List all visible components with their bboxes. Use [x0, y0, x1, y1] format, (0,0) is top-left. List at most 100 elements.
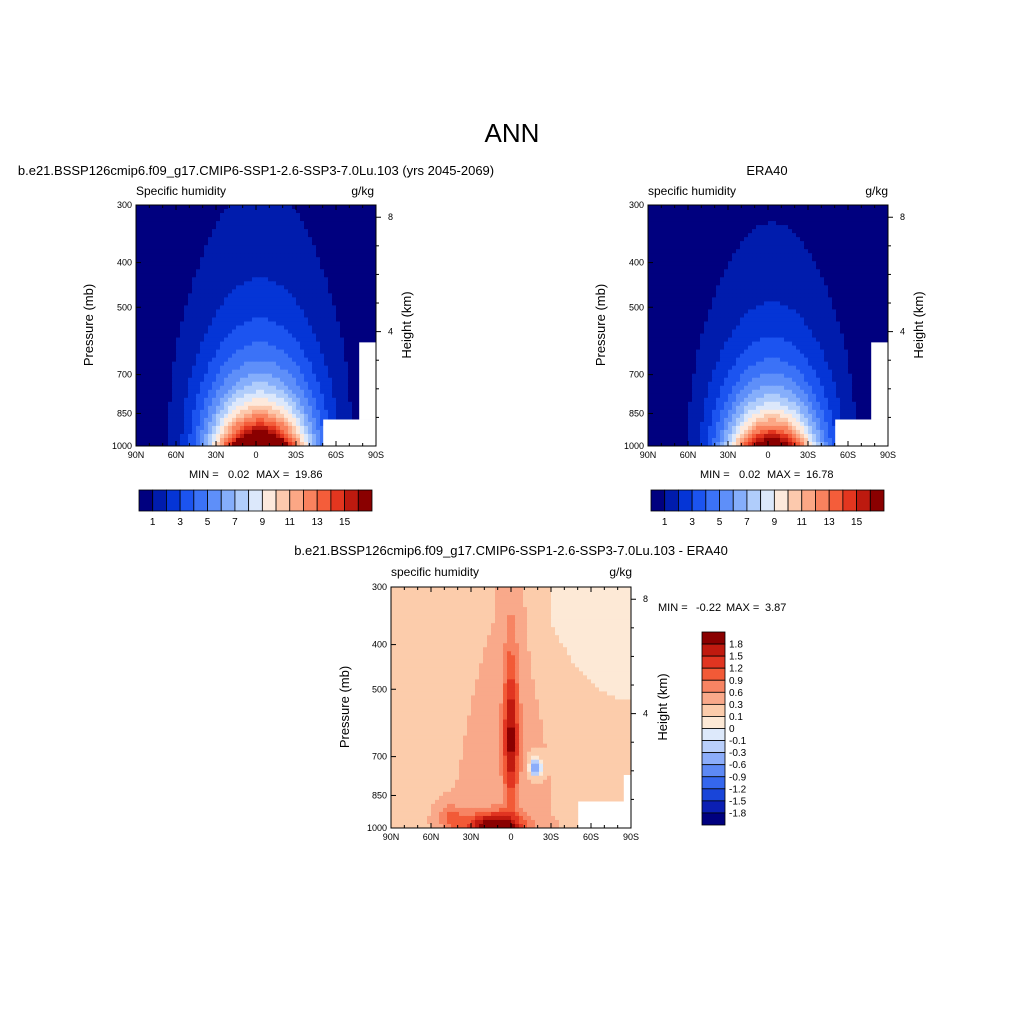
- heatmap-cell: [292, 305, 297, 310]
- heatmap-cell: [264, 370, 269, 375]
- heatmap-cell: [180, 406, 185, 411]
- heatmap-cell: [208, 209, 213, 214]
- heatmap-cell: [140, 334, 145, 339]
- heatmap-cell: [796, 217, 801, 222]
- heatmap-cell: [308, 249, 313, 254]
- heatmap-cell: [248, 321, 253, 326]
- heatmap-cell: [356, 313, 361, 318]
- heatmap-cell: [800, 229, 805, 234]
- heatmap-cell: [264, 277, 269, 282]
- heatmap-cell: [180, 213, 185, 218]
- heatmap-cell: [236, 245, 241, 250]
- heatmap-cell: [292, 374, 297, 379]
- heatmap-cell: [776, 241, 781, 246]
- heatmap-cell: [348, 245, 353, 250]
- heatmap-cell: [360, 229, 365, 234]
- heatmap-cell: [796, 245, 801, 250]
- heatmap-cell: [320, 305, 325, 310]
- heatmap-cell: [252, 338, 257, 343]
- heatmap-cell: [336, 378, 341, 383]
- heatmap-cell: [208, 414, 213, 419]
- heatmap-cell: [188, 338, 193, 343]
- heatmap-cell: [860, 253, 865, 258]
- heatmap-cell: [212, 414, 217, 419]
- heatmap-cell: [188, 209, 193, 214]
- heatmap-cell: [148, 249, 153, 254]
- heatmap-cell: [848, 241, 853, 246]
- heatmap-cell: [164, 390, 169, 395]
- heatmap-cell: [164, 209, 169, 214]
- heatmap-cell: [160, 350, 165, 355]
- heatmap-cell: [212, 245, 217, 250]
- heatmap-cell: [668, 289, 673, 294]
- heatmap-cell: [256, 213, 261, 218]
- heatmap-cell: [828, 269, 833, 274]
- heatmap-cell: [332, 326, 337, 331]
- heatmap-cell: [336, 225, 341, 230]
- heatmap-cell: [736, 265, 741, 270]
- heatmap-cell: [844, 217, 849, 222]
- heatmap-cell: [212, 317, 217, 322]
- heatmap-cell: [720, 285, 725, 290]
- heatmap-cell: [164, 281, 169, 286]
- heatmap-cell: [220, 334, 225, 339]
- heatmap-cell: [188, 378, 193, 383]
- heatmap-cell: [192, 426, 197, 431]
- y-tick-label: 700: [117, 370, 132, 380]
- heatmap-cell: [196, 301, 201, 306]
- heatmap-cell: [292, 241, 297, 246]
- heatmap-cell: [160, 213, 165, 218]
- heatmap-cell: [816, 241, 821, 246]
- heatmap-cell: [308, 233, 313, 238]
- heatmap-cell: [340, 390, 345, 395]
- heatmap-cell: [828, 265, 833, 270]
- heatmap-cell: [164, 422, 169, 427]
- heatmap-cell: [156, 321, 161, 326]
- heatmap-cell: [360, 217, 365, 222]
- heatmap-cell: [308, 430, 313, 435]
- heatmap-cell: [208, 269, 213, 274]
- heatmap-cell: [252, 366, 257, 371]
- heatmap-cell: [360, 265, 365, 270]
- heatmap-cell: [328, 334, 333, 339]
- heatmap-cell: [252, 434, 257, 439]
- heatmap-cell: [852, 265, 857, 270]
- heatmap-cell: [236, 342, 241, 347]
- heatmap-cell: [824, 273, 829, 278]
- heatmap-cell: [836, 253, 841, 258]
- heatmap-cell: [340, 309, 345, 314]
- heatmap-cell: [208, 217, 213, 222]
- heatmap-cell: [728, 209, 733, 214]
- heatmap-cell: [828, 261, 833, 266]
- heatmap-cell: [288, 334, 293, 339]
- heatmap-cell: [224, 261, 229, 266]
- heatmap-cell: [164, 358, 169, 363]
- heatmap-cell: [236, 370, 241, 375]
- colorbar-box: [290, 490, 304, 511]
- heatmap-cell: [280, 366, 285, 371]
- heatmap-cell: [192, 217, 197, 222]
- heatmap-cell: [156, 438, 161, 443]
- heatmap-cell: [196, 265, 201, 270]
- heatmap-cell: [332, 350, 337, 355]
- heatmap-cell: [212, 237, 217, 242]
- heatmap-cell: [352, 205, 357, 210]
- heatmap-cell: [324, 410, 329, 415]
- heatmap-cell: [300, 253, 305, 258]
- heatmap-cell: [188, 366, 193, 371]
- heatmap-cell: [208, 346, 213, 351]
- heatmap-cell: [308, 426, 313, 431]
- heatmap-cell: [184, 438, 189, 443]
- heatmap-cell: [704, 253, 709, 258]
- heatmap-cell: [200, 354, 205, 359]
- heatmap-cell: [220, 342, 225, 347]
- heatmap-cell: [832, 269, 837, 274]
- heatmap-cell: [244, 317, 249, 322]
- heatmap-cell: [164, 378, 169, 383]
- colorbar-box: [235, 490, 249, 511]
- heatmap-cell: [312, 281, 317, 286]
- heatmap-cell: [220, 426, 225, 431]
- heatmap-cell: [188, 301, 193, 306]
- heatmap-cell: [168, 438, 173, 443]
- heatmap-cell: [336, 350, 341, 355]
